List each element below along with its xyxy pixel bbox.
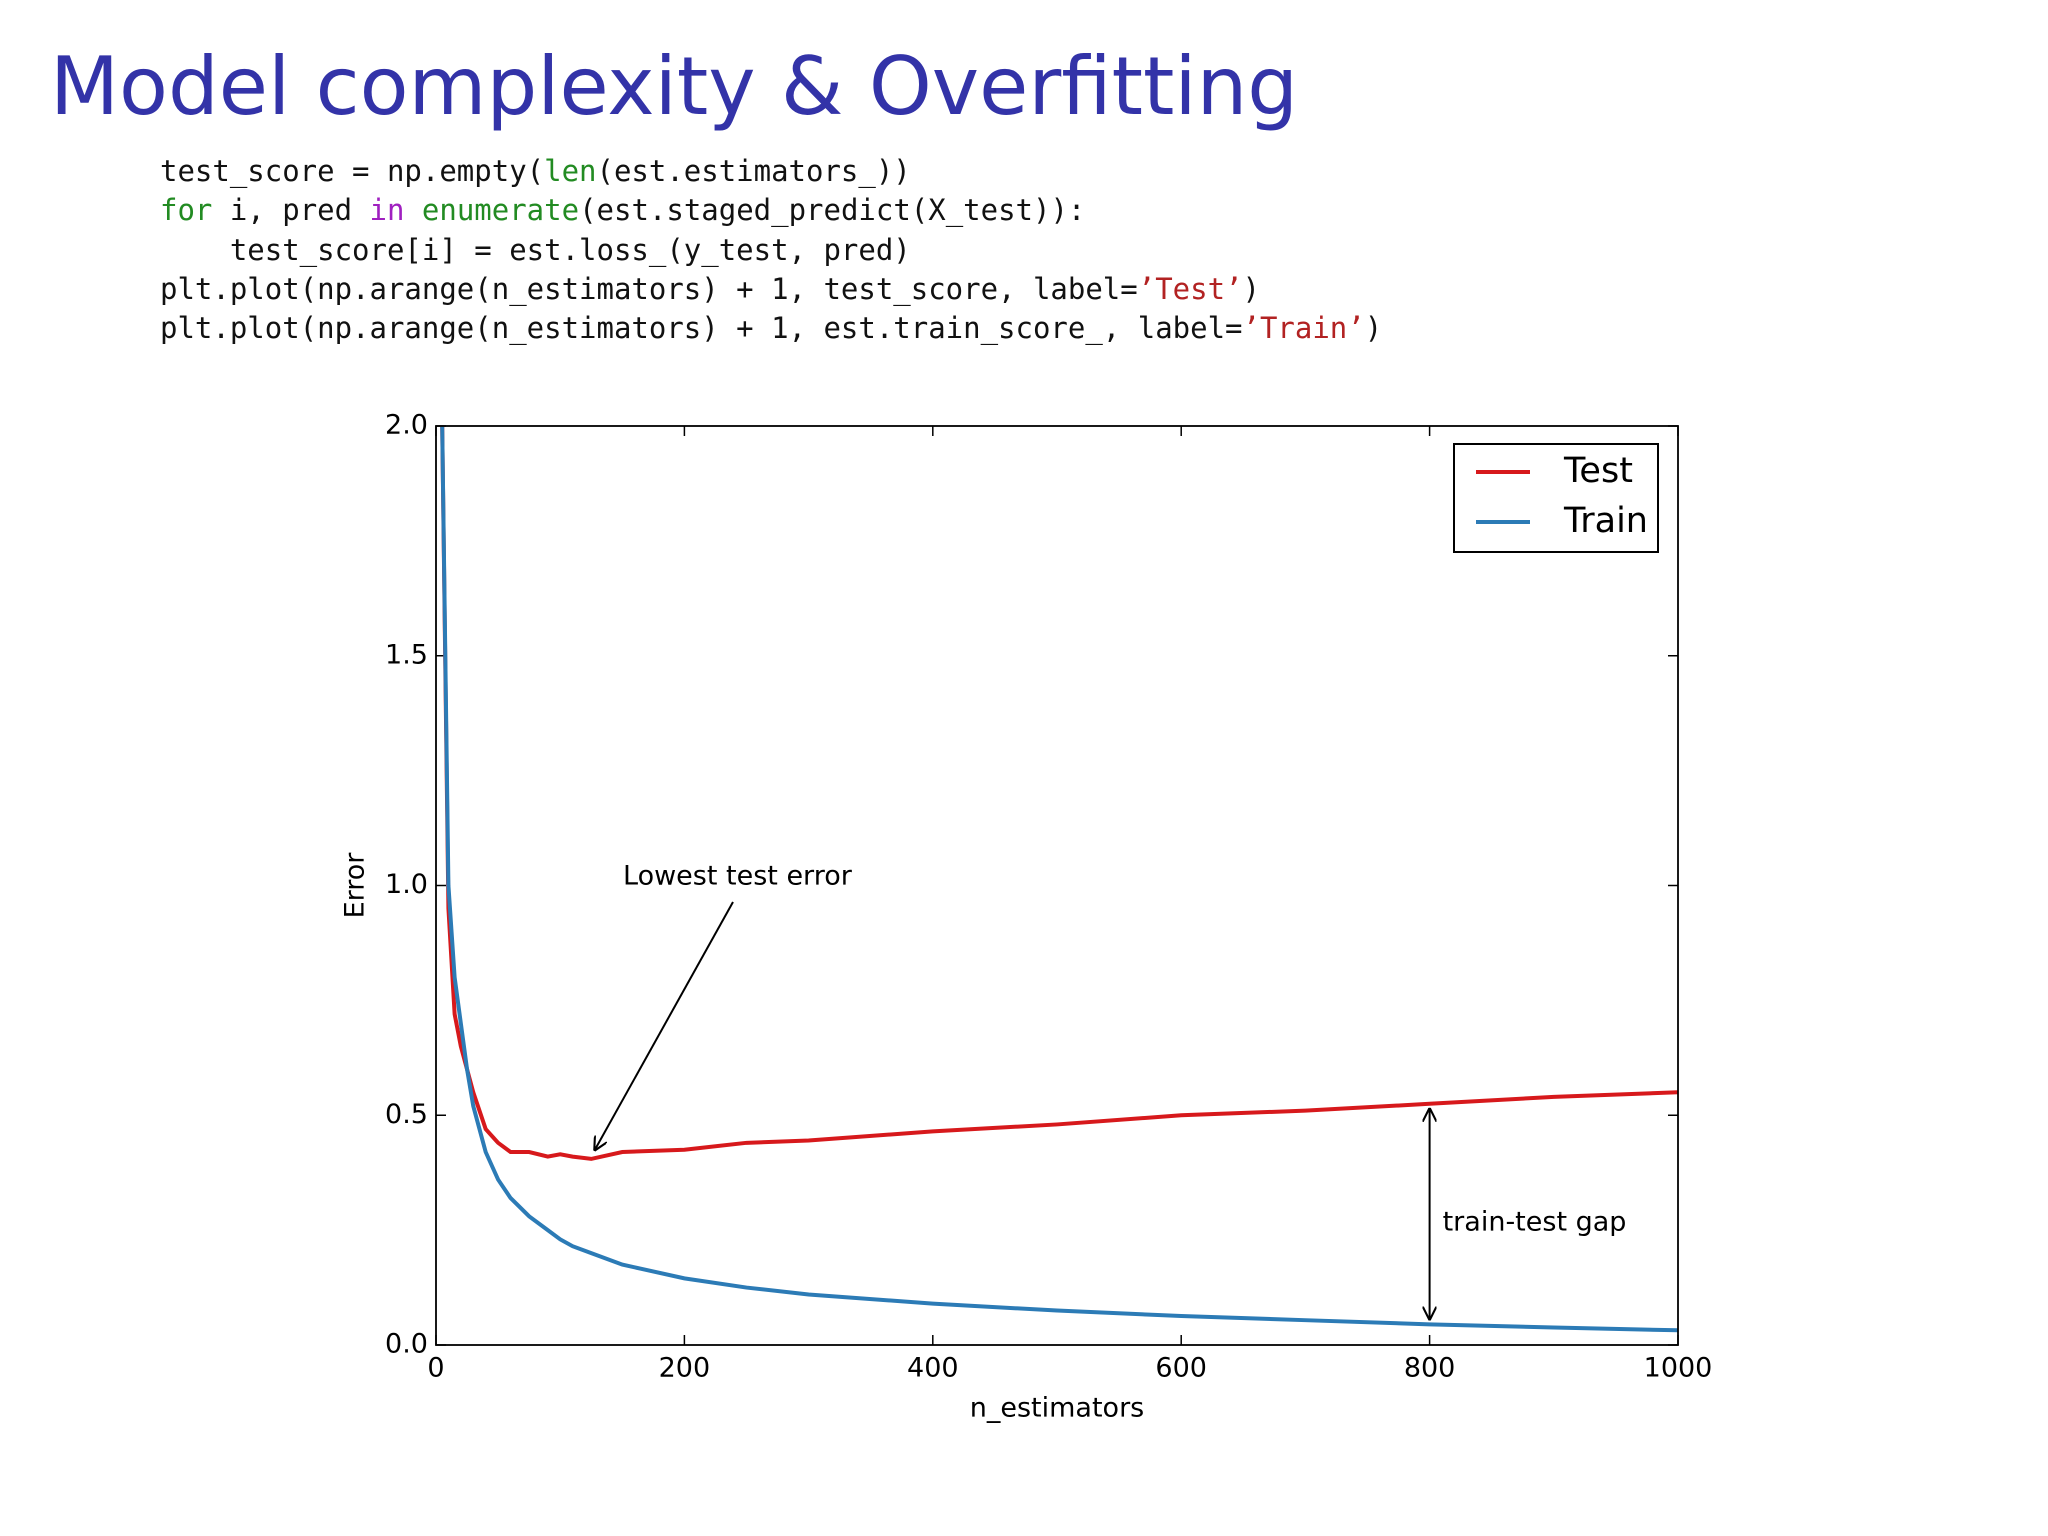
x-tick-label: 600 (1155, 1353, 1207, 1384)
code-token: ) (1364, 311, 1383, 346)
legend-box (1453, 443, 1659, 553)
x-tick-label: 800 (1404, 1353, 1456, 1384)
x-tick-label: 200 (659, 1353, 711, 1384)
plot-frame (435, 425, 1679, 1346)
code-line: plt.plot(np.arange(n_estimators) + 1, te… (160, 270, 1382, 309)
y-tick-label: 1.0 (385, 869, 428, 900)
code-token: for (160, 193, 213, 228)
y-tick-label: 1.5 (385, 639, 428, 670)
annotation: Lowest test error (623, 861, 853, 892)
y-tick-label: 0.5 (385, 1099, 428, 1130)
code-token: plt.plot(np.arange(n_estimators) + 1, es… (160, 311, 1243, 346)
code-block: test_score = np.empty(len(est.estimators… (160, 152, 1382, 348)
code-token: plt.plot(np.arange(n_estimators) + 1, te… (160, 271, 1138, 306)
plot-area (440, 426, 1678, 1333)
code-line: for i, pred in enumerate(est.staged_pred… (160, 191, 1382, 230)
code-token: ) (1242, 271, 1260, 306)
code-token: in (369, 193, 405, 228)
slide-title: Model complexity & Overfitting (50, 40, 1299, 133)
code-token: ’Test’ (1137, 271, 1243, 306)
x-tick-label: 400 (907, 1353, 959, 1384)
line-series (440, 426, 1678, 1333)
x-axis-label: n_estimators (970, 1393, 1145, 1424)
legend-label: Train (1563, 501, 1648, 541)
code-token: (est.estimators_)) (596, 154, 911, 188)
x-tick-label: 1000 (1644, 1353, 1713, 1384)
code-token: i, pred (212, 193, 370, 228)
annotation: train-test gap (1443, 1207, 1627, 1238)
x-tick-label: 0 (427, 1353, 444, 1384)
code-token: enumerate (421, 193, 580, 228)
code-token: len (544, 154, 597, 188)
code-token: ’Train’ (1242, 311, 1365, 346)
code-line: test_score = np.empty(len(est.estimators… (160, 152, 1382, 191)
y-axis-label: Error (340, 852, 371, 919)
code-line: test_score[i] = est.loss_(y_test, pred) (160, 231, 1382, 270)
annotation-arrow (594, 901, 734, 1151)
y-tick-label: 2.0 (385, 410, 428, 441)
code-line: plt.plot(np.arange(n_estimators) + 1, es… (160, 309, 1382, 348)
y-tick-label: 0.0 (385, 1329, 428, 1360)
code-token: test_score = np.empty( (160, 154, 545, 188)
code-token: (est.staged_predict(X_test)): (579, 193, 1086, 228)
legend-label: Test (1563, 451, 1633, 491)
code-token: test_score[i] = est.loss_(y_test, pred) (160, 232, 911, 267)
